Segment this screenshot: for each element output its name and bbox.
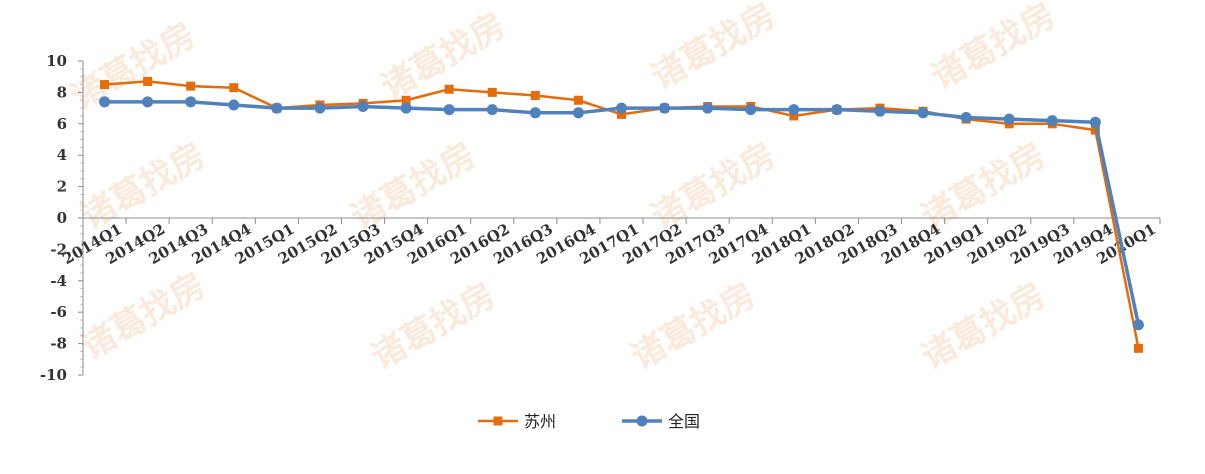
data-point-square [100, 80, 110, 90]
y-tick-label: 2 [57, 178, 67, 196]
data-point-square [617, 109, 626, 119]
watermark-text: 诸葛找房 [365, 275, 503, 378]
data-point-circle [1089, 116, 1101, 128]
y-tick-label: 6 [57, 115, 67, 133]
data-point-circle [1132, 319, 1144, 331]
data-point-circle [831, 104, 843, 116]
y-tick-label: 0 [57, 209, 67, 227]
data-point-circle [400, 102, 412, 114]
y-tick-label: -4 [50, 272, 67, 290]
data-point-circle [745, 104, 757, 116]
watermark-text: 诸葛找房 [75, 135, 213, 238]
series-line [104, 100, 1141, 326]
data-point-circle [616, 102, 627, 114]
legend-item-2: 全国 [622, 412, 700, 431]
data-point-circle [659, 102, 671, 114]
y-tick-label: -8 [50, 335, 67, 353]
data-point-circle [1046, 115, 1058, 127]
legend-label: 全国 [668, 412, 700, 431]
data-point-square [573, 95, 583, 105]
data-point-circle [960, 112, 972, 124]
data-point-circle [486, 104, 498, 116]
data-point-circle [271, 102, 283, 114]
data-point-square [401, 95, 411, 105]
data-point-circle [443, 104, 455, 116]
data-point-circle [572, 107, 584, 119]
legend-marker [636, 415, 648, 427]
legend-item-1: 苏州 [478, 412, 556, 431]
data-point-square [229, 83, 239, 93]
data-point-circle [529, 107, 541, 119]
legend-marker [493, 416, 503, 426]
data-point-circle [99, 96, 111, 108]
data-point-circle [1003, 113, 1015, 125]
y-tick-label: -6 [50, 303, 67, 321]
data-point-circle [702, 102, 714, 114]
watermark-text: 诸葛找房 [645, 0, 783, 98]
y-tick-label: 10 [46, 52, 67, 70]
data-point-square [1133, 343, 1143, 353]
data-point-circle [314, 102, 326, 114]
y-tick-label: -2 [50, 240, 67, 258]
legend: 苏州 全国 [478, 412, 700, 431]
data-point-square [789, 111, 799, 121]
y-tick-label: 4 [57, 146, 67, 164]
data-point-circle [142, 96, 154, 108]
data-point-circle [788, 104, 800, 116]
data-point-circle [185, 96, 197, 108]
data-point-circle [874, 105, 886, 117]
watermark-text: 诸葛找房 [915, 275, 1053, 378]
legend-label: 苏州 [524, 412, 556, 431]
data-point-square [444, 84, 454, 94]
series-2 [99, 96, 1144, 331]
y-tick-label: -10 [40, 366, 67, 384]
data-point-circle [357, 101, 369, 113]
data-point-circle [228, 99, 240, 111]
data-point-circle [917, 107, 929, 119]
data-point-square [143, 76, 153, 86]
data-point-square [487, 87, 497, 97]
watermark-text: 诸葛找房 [925, 0, 1063, 98]
data-point-square [530, 91, 540, 101]
watermark-text: 诸葛找房 [75, 265, 213, 368]
watermark-text: 诸葛找房 [625, 275, 763, 378]
data-point-square [186, 81, 196, 91]
y-tick-label: 8 [57, 83, 67, 101]
series-layer [99, 76, 1144, 353]
